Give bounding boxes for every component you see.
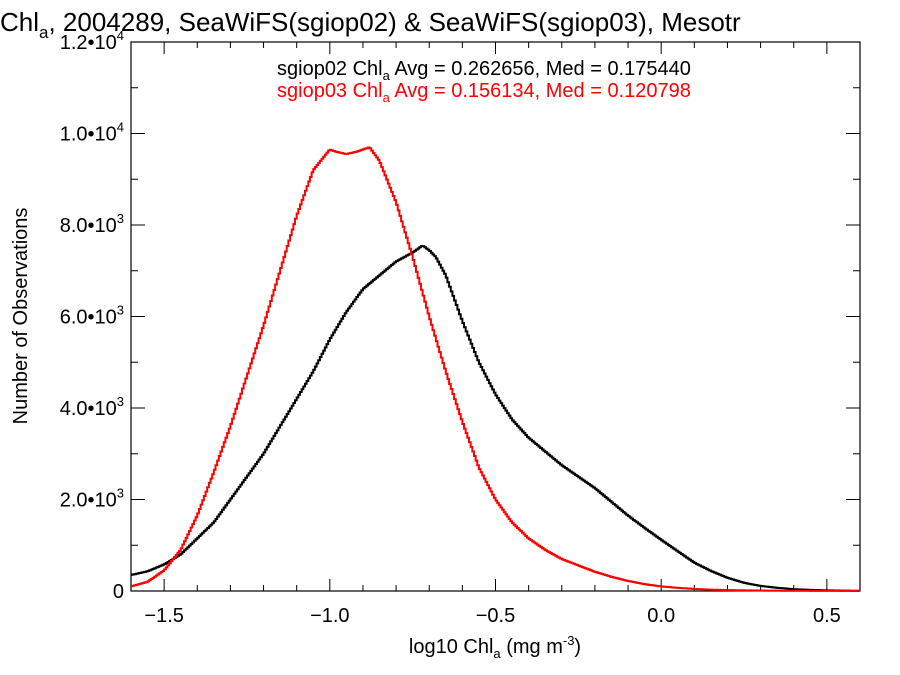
y-tick-labels: 0 2.0•103 4.0•103 6.0•103 8.0•103 1.0•104 1.2•… bbox=[60, 28, 124, 603]
annotation-sgiop03: sgiop03 Chla Avg = 0.156134, Med = 0.120… bbox=[277, 80, 691, 105]
y-tick-label: 1.0•104 bbox=[60, 120, 124, 146]
y-tick-label: 1.2•104 bbox=[60, 28, 124, 54]
axis-ticks bbox=[130, 41, 861, 592]
y-tick-label: 2.0•103 bbox=[60, 486, 124, 512]
plot-frame bbox=[130, 41, 861, 592]
x-tick-labels: −1.5 −1.0 −0.5 0.0 0.5 bbox=[144, 605, 840, 627]
y-tick-label: 6.0•103 bbox=[60, 303, 124, 329]
y-tick-label: 0 bbox=[113, 581, 124, 603]
chart-title-prefix: Chl bbox=[0, 7, 39, 37]
histogram-series-1 bbox=[131, 146, 860, 592]
x-tick-label: −1.5 bbox=[144, 605, 183, 627]
histogram-series bbox=[131, 146, 860, 592]
chart-title-subscript: a bbox=[39, 23, 49, 42]
x-tick-label: −1.0 bbox=[310, 605, 349, 627]
y-tick-label: 8.0•103 bbox=[60, 211, 124, 237]
y-tick-label: 4.0•103 bbox=[60, 394, 124, 420]
annotation-sgiop02: sgiop02 Chla Avg = 0.262656, Med = 0.175… bbox=[277, 58, 691, 83]
x-tick-label: 0.0 bbox=[647, 605, 675, 627]
y-axis-label: Number of Observations bbox=[10, 208, 32, 425]
x-tick-label: 0.5 bbox=[813, 605, 841, 627]
chart-title-rest: , 2004289, SeaWiFS(sgiop02) & SeaWiFS(sg… bbox=[48, 7, 741, 37]
x-tick-label: −0.5 bbox=[476, 605, 515, 627]
histogram-series-0 bbox=[131, 245, 860, 592]
x-axis-label: log10 Chla (mg m-3) bbox=[409, 633, 581, 661]
chart-title: Chla, 2004289, SeaWiFS(sgiop02) & SeaWiF… bbox=[0, 7, 741, 42]
